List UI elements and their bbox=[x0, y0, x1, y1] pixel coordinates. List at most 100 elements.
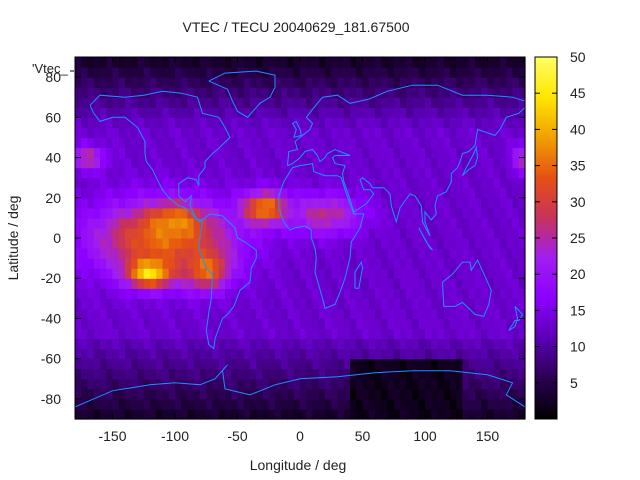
heatmap-cell bbox=[493, 157, 501, 169]
heatmap-cell bbox=[287, 258, 295, 269]
heatmap-cell bbox=[312, 268, 320, 279]
heatmap-cell bbox=[256, 238, 264, 249]
heatmap-cell bbox=[93, 388, 101, 400]
heatmap-cell bbox=[162, 308, 170, 320]
heatmap-cell bbox=[456, 67, 464, 78]
y-tick-label: -80 bbox=[41, 391, 61, 407]
heatmap-cell bbox=[450, 328, 457, 340]
heatmap-cell bbox=[325, 177, 332, 189]
heatmap-cell bbox=[262, 127, 270, 139]
heatmap-cell bbox=[512, 67, 520, 78]
heatmap-cell bbox=[112, 127, 120, 139]
heatmap-cell bbox=[193, 388, 201, 400]
heatmap-cell bbox=[406, 127, 414, 139]
heatmap-cell bbox=[331, 348, 339, 360]
heatmap-cell bbox=[287, 348, 295, 360]
heatmap-cell bbox=[368, 97, 376, 108]
heatmap-cell bbox=[500, 378, 507, 390]
heatmap-cell bbox=[318, 398, 326, 410]
heatmap-cell bbox=[237, 137, 245, 149]
heatmap-cell bbox=[362, 137, 370, 149]
heatmap-cell bbox=[512, 157, 520, 169]
heatmap-cell bbox=[500, 238, 507, 249]
heatmap-cell bbox=[518, 388, 526, 400]
heatmap-cell bbox=[250, 278, 257, 289]
heatmap-cell bbox=[281, 187, 289, 199]
heatmap-cell bbox=[431, 398, 439, 410]
heatmap-cell bbox=[256, 107, 264, 118]
heatmap-cell bbox=[475, 207, 482, 219]
heatmap-cell bbox=[450, 57, 457, 68]
heatmap-cell bbox=[343, 378, 351, 390]
heatmap-cell bbox=[450, 217, 457, 229]
heatmap-cell bbox=[225, 157, 232, 169]
heatmap-cell bbox=[275, 368, 282, 380]
heatmap-cell bbox=[356, 227, 364, 239]
heatmap-cell bbox=[168, 107, 176, 118]
heatmap-cell bbox=[362, 127, 370, 139]
heatmap-cell bbox=[212, 197, 220, 209]
heatmap-cell bbox=[331, 77, 339, 88]
heatmap-cell bbox=[331, 67, 339, 78]
heatmap-cell bbox=[356, 308, 364, 320]
heatmap-cell bbox=[343, 248, 351, 259]
heatmap-cell bbox=[487, 127, 495, 139]
heatmap-cell bbox=[362, 107, 370, 118]
heatmap-cell bbox=[337, 378, 345, 390]
heatmap-cell bbox=[181, 308, 189, 320]
heatmap-cell bbox=[137, 67, 145, 78]
heatmap-cell bbox=[175, 268, 182, 279]
heatmap-cell bbox=[131, 378, 139, 390]
heatmap-cell bbox=[306, 318, 314, 330]
heatmap-cell bbox=[393, 278, 401, 289]
heatmap-cell bbox=[387, 268, 395, 279]
heatmap-cell bbox=[393, 238, 401, 249]
heatmap-cell bbox=[356, 248, 364, 259]
heatmap-cell bbox=[387, 318, 395, 330]
heatmap-cell bbox=[256, 388, 264, 400]
heatmap-cell bbox=[143, 97, 151, 108]
heatmap-cell bbox=[93, 368, 101, 380]
heatmap-cell bbox=[212, 378, 220, 390]
heatmap-cell bbox=[481, 67, 489, 78]
heatmap-cell bbox=[306, 238, 314, 249]
heatmap-cell bbox=[81, 87, 89, 98]
heatmap-cell bbox=[425, 278, 432, 289]
heatmap-cell bbox=[243, 278, 251, 289]
heatmap-cell bbox=[87, 368, 95, 380]
heatmap-cell bbox=[237, 288, 245, 299]
heatmap-cell bbox=[256, 308, 264, 320]
heatmap-cell bbox=[156, 358, 164, 370]
heatmap-cell bbox=[193, 338, 201, 350]
heatmap-cell bbox=[81, 187, 89, 199]
heatmap-cell bbox=[131, 67, 139, 78]
heatmap-cell bbox=[450, 107, 457, 118]
heatmap-cell bbox=[475, 398, 482, 410]
heatmap-cell bbox=[468, 328, 476, 340]
heatmap-cell bbox=[443, 378, 451, 390]
heatmap-cell bbox=[100, 57, 107, 68]
heatmap-cell bbox=[325, 217, 332, 229]
heatmap-cell bbox=[118, 388, 126, 400]
heatmap-cell bbox=[375, 388, 382, 400]
legend-entry: 'Vtec_ bbox=[32, 61, 68, 76]
heatmap-cell bbox=[337, 207, 345, 219]
heatmap-cell bbox=[350, 227, 357, 239]
heatmap-cell bbox=[193, 207, 201, 219]
heatmap-cell bbox=[75, 298, 82, 309]
heatmap-cell bbox=[456, 328, 464, 340]
heatmap-cell bbox=[337, 147, 345, 159]
heatmap-cell bbox=[168, 338, 176, 350]
heatmap-cell bbox=[100, 398, 107, 410]
heatmap-cell bbox=[512, 187, 520, 199]
heatmap-cell bbox=[281, 177, 289, 189]
heatmap-cell bbox=[475, 298, 482, 309]
heatmap-cell bbox=[118, 238, 126, 249]
heatmap-cell bbox=[443, 147, 451, 159]
heatmap-cell bbox=[250, 187, 257, 199]
heatmap-cell bbox=[143, 57, 151, 68]
heatmap-cell bbox=[437, 217, 445, 229]
heatmap-cell bbox=[168, 358, 176, 370]
heatmap-cell bbox=[125, 268, 132, 279]
heatmap-cell bbox=[100, 67, 107, 78]
